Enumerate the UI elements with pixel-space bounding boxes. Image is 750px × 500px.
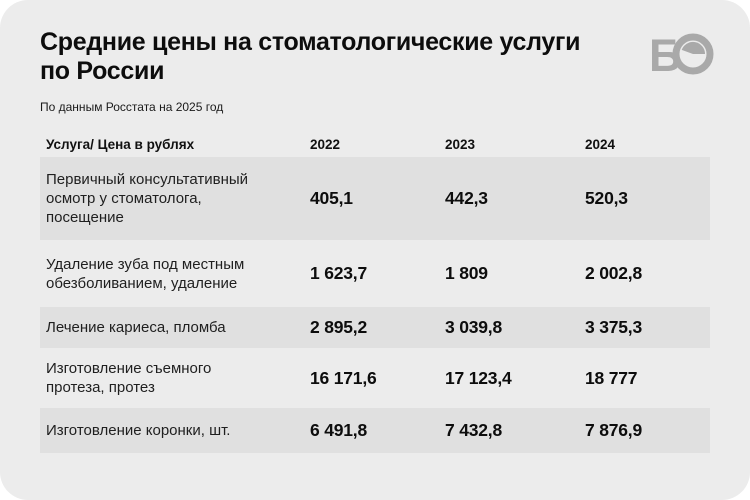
price-value: 1 809 xyxy=(445,263,488,283)
price-table: Услуга/ Цена в рублях 2022 2023 2024 Пер… xyxy=(40,131,710,453)
price-value: 3 375,3 xyxy=(585,317,642,337)
price-value: 405,1 xyxy=(310,188,353,208)
price-value: 442,3 xyxy=(445,188,488,208)
price-value: 1 623,7 xyxy=(310,263,367,283)
table-row: Изготовление коронки, шт. 6 491,8 7 432,8 7… xyxy=(40,408,710,453)
clock-hands-wedge xyxy=(681,41,706,54)
price-value: 520,3 xyxy=(585,188,628,208)
price-value: 7 876,9 xyxy=(585,420,642,440)
service-label: Изготовление съемного протеза, протез xyxy=(46,360,212,396)
price-value: 2 895,2 xyxy=(310,317,367,337)
table-header-row: Услуга/ Цена в рублях 2022 2023 2024 xyxy=(40,131,710,157)
column-header-2022: 2022 xyxy=(310,136,341,152)
service-label: Удаление зуба под местным обезболиванием… xyxy=(46,255,245,292)
service-label: Изготовление коронки, шт. xyxy=(46,422,231,439)
source-note: По данным Росстата на 2025 год xyxy=(40,100,224,114)
price-value: 2 002,8 xyxy=(585,263,642,283)
price-value: 7 432,8 xyxy=(445,420,502,440)
price-value: 3 039,8 xyxy=(445,317,502,337)
table-row: Лечение кариеса, пломба 2 895,2 3 039,8 3 3… xyxy=(40,307,710,348)
table-row: Первичный консультативный осмотр у стома… xyxy=(40,157,710,240)
column-header-service: Услуга/ Цена в рублях xyxy=(46,136,195,152)
bo-clock-logo-icon: Б xyxy=(650,31,714,77)
service-label: Лечение кариеса, пломба xyxy=(46,319,226,336)
table-row: Изготовление съемного протеза, протез 16 … xyxy=(40,348,710,408)
column-header-2024: 2024 xyxy=(585,136,616,152)
price-value: 6 491,8 xyxy=(310,420,367,440)
price-value: 17 123,4 xyxy=(445,367,512,388)
price-value: 16 171,6 xyxy=(310,367,377,388)
table-row: Удаление зуба под местным обезболиванием… xyxy=(40,240,710,307)
column-header-2023: 2023 xyxy=(445,136,476,152)
clock-ring xyxy=(672,33,714,75)
service-label: Первичный консультативный осмотр у стома… xyxy=(46,171,249,226)
price-value: 18 777 xyxy=(585,367,638,388)
page-title: Средние цены на стоматологические услуги… xyxy=(40,28,581,85)
table-body: Первичный консультативный осмотр у стома… xyxy=(40,157,710,453)
